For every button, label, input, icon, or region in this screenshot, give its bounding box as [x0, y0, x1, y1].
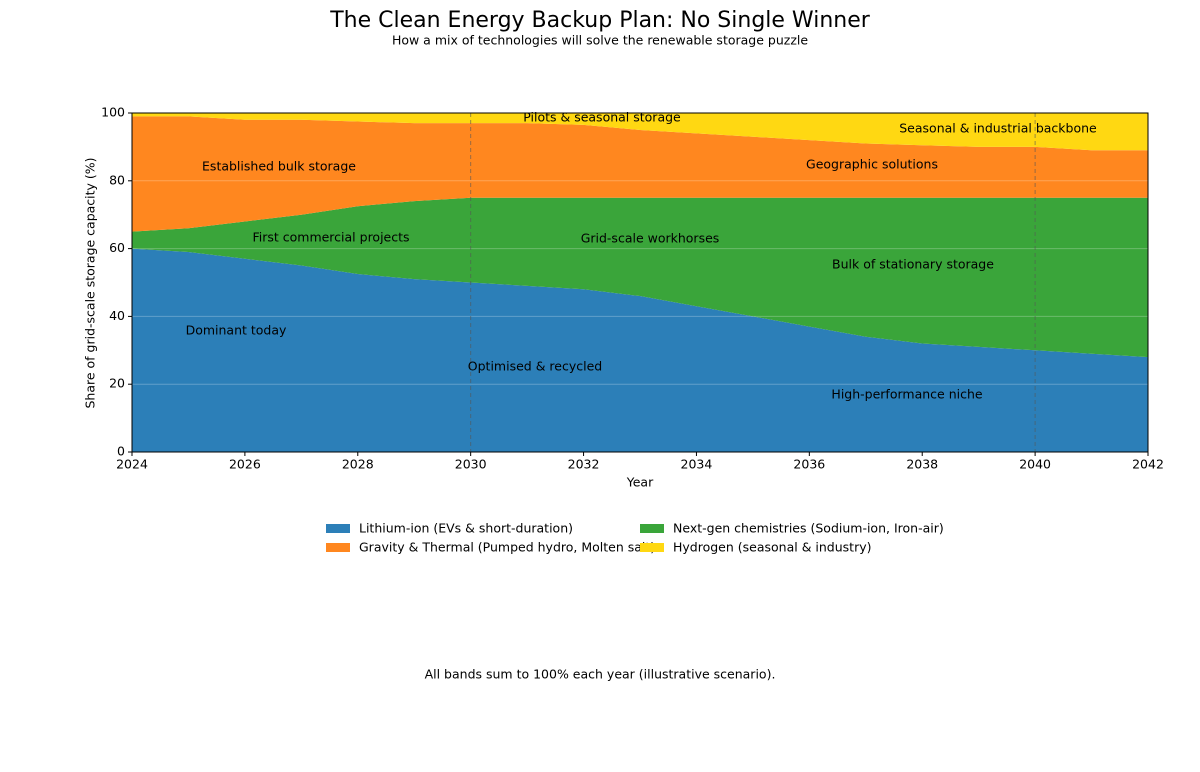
area [132, 248, 1148, 452]
x-tick-label: 2034 [681, 457, 713, 472]
legend-swatch [326, 524, 350, 533]
y-axis-label: Share of grid-scale storage capacity (%) [83, 157, 98, 408]
annotation: First commercial projects [252, 230, 409, 245]
chart-subtitle: How a mix of technologies will solve the… [392, 33, 808, 48]
legend-label: Hydrogen (seasonal & industry) [673, 540, 872, 555]
y-tick-label: 100 [101, 105, 125, 120]
annotation: Pilots & seasonal storage [523, 110, 681, 125]
annotation: Bulk of stationary storage [832, 257, 994, 272]
legend-label: Lithium-ion (EVs & short-duration) [359, 521, 573, 536]
y-tick-label: 60 [109, 240, 125, 255]
annotation: Optimised & recycled [468, 359, 602, 374]
x-tick-label: 2032 [568, 457, 600, 472]
x-axis-label: Year [626, 475, 654, 490]
annotation: Grid-scale workhorses [581, 231, 720, 246]
legend-label: Next-gen chemistries (Sodium-ion, Iron-a… [673, 521, 944, 536]
x-tick-label: 2038 [906, 457, 938, 472]
footnote: All bands sum to 100% each year (illustr… [425, 667, 776, 682]
x-tick-label: 2036 [793, 457, 825, 472]
x-tick-label: 2040 [1019, 457, 1051, 472]
plot-frame [131, 112, 1149, 453]
annotation: High-performance niche [831, 387, 982, 402]
area [132, 116, 1148, 232]
y-tick-label: 40 [109, 308, 125, 323]
area [132, 113, 1148, 151]
annotation: Established bulk storage [202, 159, 356, 174]
legend-swatch [640, 524, 664, 533]
y-tick-label: 0 [117, 444, 125, 459]
annotation: Seasonal & industrial backbone [899, 121, 1097, 136]
y-tick-label: 20 [109, 376, 125, 391]
x-tick-label: 2042 [1132, 457, 1164, 472]
area [132, 197, 1148, 358]
x-tick-label: 2026 [229, 457, 261, 472]
annotation: Dominant today [186, 323, 287, 338]
x-tick-label: 2028 [342, 457, 374, 472]
chart-title: The Clean Energy Backup Plan: No Single … [329, 8, 871, 33]
legend-swatch [640, 543, 664, 552]
legend-label: Gravity & Thermal (Pumped hydro, Molten … [359, 540, 655, 555]
x-tick-label: 2024 [116, 457, 148, 472]
y-tick-label: 80 [109, 172, 125, 187]
annotation: Geographic solutions [806, 157, 938, 172]
legend-swatch [326, 543, 350, 552]
x-tick-label: 2030 [455, 457, 487, 472]
